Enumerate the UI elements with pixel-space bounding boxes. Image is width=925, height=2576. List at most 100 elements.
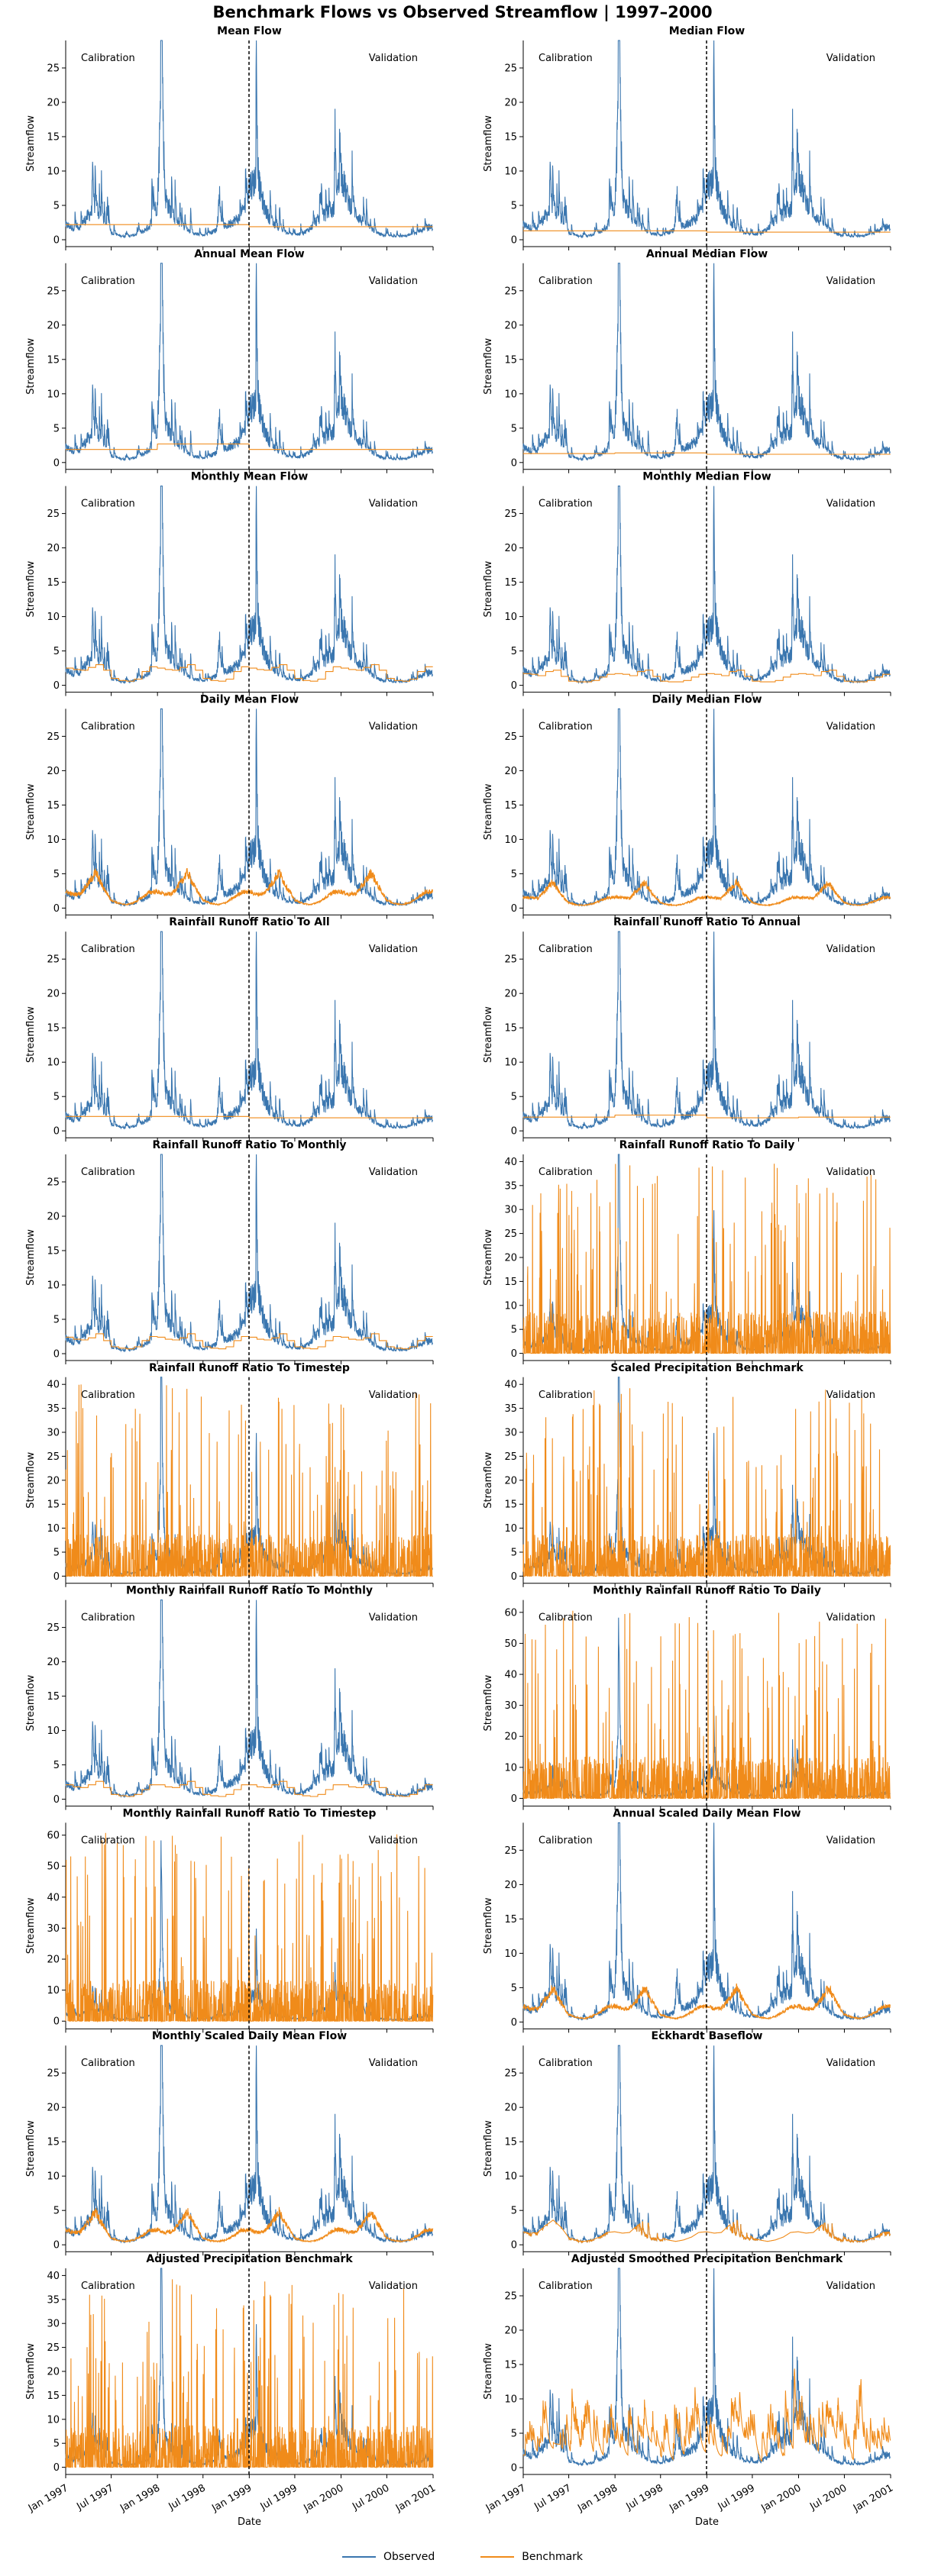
validation-label: Validation [369,721,418,732]
y-tick-label: 10 [504,166,517,178]
benchmark-line [66,1780,433,1797]
calibration-label: Calibration [539,1612,593,1624]
y-tick-label: 0 [511,1126,517,1138]
panel-17: Monthly Rainfall Runoff Ratio To Timeste… [25,1807,434,2033]
y-tick-label: 15 [504,577,517,589]
x-tick-label: Jul 1997 [532,2482,573,2513]
y-axis-label: Streamflow [25,1006,37,1063]
benchmark-line [65,2206,434,2244]
y-tick-label: 15 [504,132,517,144]
y-axis-label: Streamflow [25,2120,37,2177]
y-tick-label: 5 [511,1325,517,1336]
y-tick-label: 0 [53,1794,60,1806]
panel-11: Rainfall Runoff Ratio To Monthly 0 5 10 15 20… [25,1139,434,1364]
y-tick-label: 0 [511,457,517,469]
y-tick-label: 25 [47,731,60,743]
panel-title: Rainfall Runoff Ratio To Daily [619,1139,795,1151]
y-tick-label: 40 [504,1157,517,1168]
y-tick-label: 30 [47,1923,60,1935]
panel-5: Monthly Mean Flow 0 5 10 15 20 25 Streamflow Cal… [25,471,434,696]
calibration-label: Calibration [81,499,135,510]
y-tick-label: 0 [53,903,60,915]
panel-18: Annual Scaled Daily Mean Flow 0 5 10 15 20 25 S… [483,1807,891,2033]
y-tick-label: 15 [47,132,60,144]
calibration-label: Calibration [539,53,593,64]
y-tick-label: 10 [47,612,60,623]
panel-title: Annual Mean Flow [194,248,305,260]
y-tick-label: 30 [504,1700,517,1712]
panel-9: Rainfall Runoff Ratio To All 0 5 10 15 20 25 St… [25,916,434,1142]
panel-title: Monthly Rainfall Runoff Ratio To Monthly [126,1585,373,1597]
panel-4: Annual Median Flow 0 5 10 15 20 25 Streamflow Ca… [483,248,891,473]
y-tick-label: 10 [47,1057,60,1069]
y-tick-label: 10 [504,1057,517,1069]
y-tick-label: 40 [47,1380,60,1391]
x-axis-label: Date [695,2516,719,2528]
validation-label: Validation [826,499,875,510]
y-tick-label: 0 [511,1793,517,1805]
y-tick-label: 50 [47,1861,60,1873]
calibration-label: Calibration [81,944,135,955]
y-axis-label: Streamflow [25,2343,37,2400]
x-tick-label: Jan 1998 [575,2482,619,2514]
y-tick-label: 25 [47,63,60,75]
y-tick-label: 25 [47,286,60,297]
y-tick-label: 20 [47,98,60,109]
legend: Observed Benchmark [0,2551,925,2563]
x-tick-label: Jan 2000 [759,2482,804,2514]
y-tick-label: 5 [511,2429,517,2440]
y-tick-label: 0 [511,903,517,915]
observed-line [65,708,433,907]
y-tick-label: 0 [511,1571,517,1583]
x-tick-label: Jan 2001 [851,2482,895,2514]
y-tick-label: 0 [53,1349,60,1361]
y-tick-label: 15 [47,2137,60,2148]
panel-title: Daily Mean Flow [200,693,299,705]
y-tick-label: 20 [47,1212,60,1223]
panel-title: Rainfall Runoff Ratio To All [169,916,329,928]
x-tick-label: Jul 2000 [807,2482,849,2513]
y-tick-label: 25 [504,731,517,743]
y-tick-label: 10 [47,1985,60,1997]
y-tick-label: 15 [47,354,60,366]
y-tick-label: 40 [47,2271,60,2282]
y-tick-label: 10 [47,834,60,846]
y-tick-label: 35 [47,1403,60,1415]
benchmark-line [522,1164,891,1355]
y-tick-label: 20 [504,543,517,554]
y-tick-label: 5 [53,1092,60,1103]
y-tick-label: 20 [47,543,60,554]
y-tick-label: 5 [511,2206,517,2217]
y-axis-label: Streamflow [25,1452,37,1509]
y-tick-label: 20 [504,766,517,777]
panel-title: Median Flow [669,25,745,37]
calibration-label: Calibration [539,499,593,510]
y-tick-label: 5 [53,869,60,880]
legend-label-observed: Observed [383,2551,435,2563]
x-tick-label: Jul 1999 [258,2482,299,2513]
y-tick-label: 10 [504,1523,517,1535]
y-tick-label: 25 [47,2342,60,2354]
y-tick-label: 15 [504,1277,517,1288]
panel-10: Rainfall Runoff Ratio To Annual 0 5 10 15 20 2… [483,916,891,1142]
y-tick-label: 10 [47,1280,60,1292]
y-tick-label: 25 [504,1228,517,1240]
y-tick-label: 35 [47,2294,60,2306]
validation-label: Validation [826,1612,875,1624]
y-tick-label: 5 [511,1547,517,1558]
y-axis-label: Streamflow [483,115,494,172]
y-tick-label: 20 [47,2103,60,2114]
y-axis-label: Streamflow [25,1229,37,1286]
y-tick-label: 25 [504,286,517,297]
validation-label: Validation [826,1835,875,1846]
y-tick-label: 0 [53,680,60,692]
validation-label: Validation [369,1390,418,1401]
panel-title: Monthly Rainfall Runoff Ratio To Timeste… [123,1807,377,1819]
y-tick-label: 40 [504,1670,517,1681]
calibration-label: Calibration [81,1612,135,1624]
y-tick-label: 40 [47,1892,60,1903]
calibration-label: Calibration [539,944,593,955]
y-tick-label: 25 [47,1622,60,1634]
panel-15: Monthly Rainfall Runoff Ratio To Monthly… [25,1585,434,1810]
